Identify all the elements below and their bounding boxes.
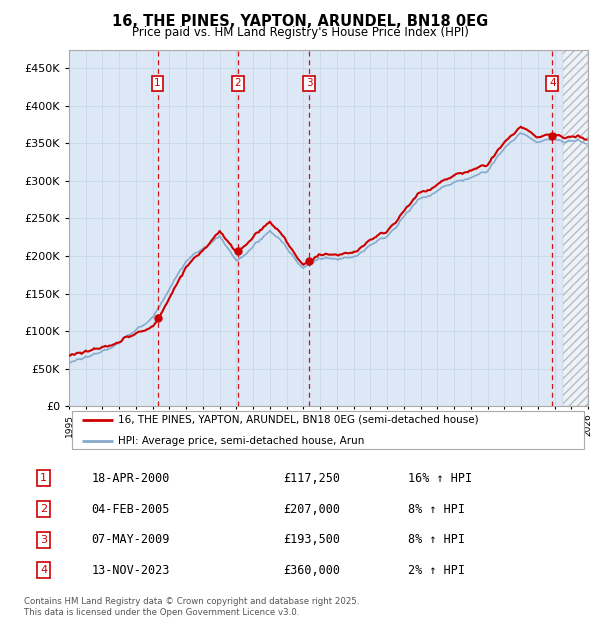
FancyBboxPatch shape (71, 411, 584, 449)
Text: 1: 1 (154, 79, 161, 89)
Text: 4: 4 (549, 79, 556, 89)
Text: 04-FEB-2005: 04-FEB-2005 (92, 503, 170, 515)
Text: 3: 3 (40, 534, 47, 545)
Text: 3: 3 (306, 79, 313, 89)
Text: 2% ↑ HPI: 2% ↑ HPI (407, 564, 464, 577)
Text: 1: 1 (40, 473, 47, 484)
Bar (563, 50, 588, 406)
Text: £193,500: £193,500 (283, 533, 340, 546)
Text: 2: 2 (40, 504, 47, 514)
Text: Price paid vs. HM Land Registry's House Price Index (HPI): Price paid vs. HM Land Registry's House … (131, 26, 469, 39)
Text: 2: 2 (235, 79, 241, 89)
Text: 16, THE PINES, YAPTON, ARUNDEL, BN18 0EG: 16, THE PINES, YAPTON, ARUNDEL, BN18 0EG (112, 14, 488, 29)
Text: £360,000: £360,000 (283, 564, 340, 577)
Text: £207,000: £207,000 (283, 503, 340, 515)
Text: 18-APR-2000: 18-APR-2000 (92, 472, 170, 485)
Text: 07-MAY-2009: 07-MAY-2009 (92, 533, 170, 546)
Text: £117,250: £117,250 (283, 472, 340, 485)
Text: 13-NOV-2023: 13-NOV-2023 (92, 564, 170, 577)
Text: 4: 4 (40, 565, 47, 575)
Text: 8% ↑ HPI: 8% ↑ HPI (407, 533, 464, 546)
Text: 16, THE PINES, YAPTON, ARUNDEL, BN18 0EG (semi-detached house): 16, THE PINES, YAPTON, ARUNDEL, BN18 0EG… (118, 415, 479, 425)
Text: 8% ↑ HPI: 8% ↑ HPI (407, 503, 464, 515)
Text: Contains HM Land Registry data © Crown copyright and database right 2025.
This d: Contains HM Land Registry data © Crown c… (24, 598, 359, 617)
Text: 16% ↑ HPI: 16% ↑ HPI (407, 472, 472, 485)
Text: HPI: Average price, semi-detached house, Arun: HPI: Average price, semi-detached house,… (118, 436, 365, 446)
Bar (563, 50, 588, 406)
